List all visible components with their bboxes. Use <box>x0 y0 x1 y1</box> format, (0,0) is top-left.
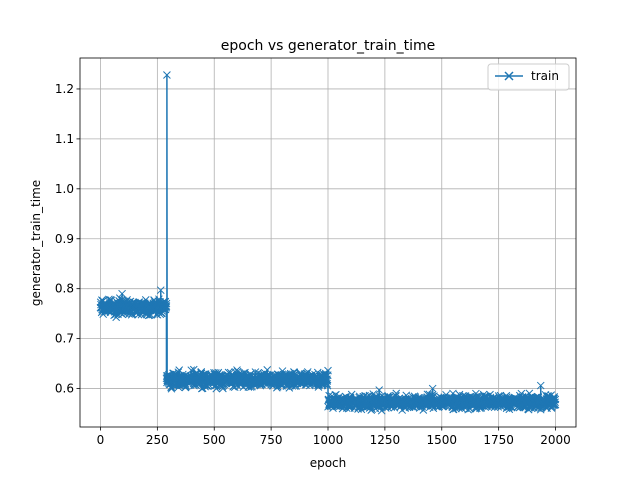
x-tick-label: 2000 <box>540 433 571 447</box>
y-tick-label: 1.1 <box>55 132 74 146</box>
legend: train <box>487 63 570 91</box>
y-tick-label: 0.8 <box>55 282 74 296</box>
data-point-marker <box>323 381 332 390</box>
data-point-marker <box>118 289 126 298</box>
x-tick-label: 1000 <box>313 433 344 447</box>
x-tick-label: 250 <box>146 433 169 447</box>
legend-marker-x <box>504 71 514 81</box>
x-tick-label: 1250 <box>370 433 401 447</box>
data-point-marker <box>323 379 331 388</box>
y-tick-label: 0.6 <box>55 382 74 396</box>
x-tick-label: 0 <box>97 433 105 447</box>
y-tick-label: 1.2 <box>55 82 74 96</box>
y-tick-label: 1.0 <box>55 182 74 196</box>
x-tick-label: 1750 <box>483 433 514 447</box>
data-point-marker <box>278 367 287 375</box>
y-tick-label: 0.9 <box>55 232 74 246</box>
x-axis: 0 250 500 750 1000 1250 1500 1750 2000 <box>97 427 571 447</box>
data-point-marker <box>536 381 545 390</box>
x-tick-label: 1500 <box>426 433 457 447</box>
x-tick-label: 750 <box>260 433 283 447</box>
legend-box <box>487 63 570 91</box>
chart-title: epoch vs generator_train_time <box>221 38 435 54</box>
data-point-marker <box>419 406 428 414</box>
data-point-marker <box>375 386 384 394</box>
data-point-marker <box>551 398 559 407</box>
data-point-marker <box>162 302 171 311</box>
data-point-marker <box>163 71 171 79</box>
y-axis: 0.6 0.7 0.8 0.9 1.0 1.1 1.2 <box>55 82 80 396</box>
y-axis-label: generator_train_time <box>29 180 43 306</box>
data-point-marker <box>156 286 165 295</box>
data-point-marker <box>162 299 171 308</box>
data-point-marker <box>428 384 437 393</box>
data-point-marker <box>324 366 332 375</box>
y-tick-label: 0.7 <box>55 332 74 346</box>
data-point-marker <box>551 400 560 409</box>
series-train <box>96 71 560 415</box>
legend-label-train: train <box>531 69 559 83</box>
x-tick-label: 500 <box>203 433 226 447</box>
data-point-marker <box>449 389 457 398</box>
data-point-marker <box>187 366 196 375</box>
x-axis-label: epoch <box>310 456 347 470</box>
data-point-marker <box>246 383 255 391</box>
